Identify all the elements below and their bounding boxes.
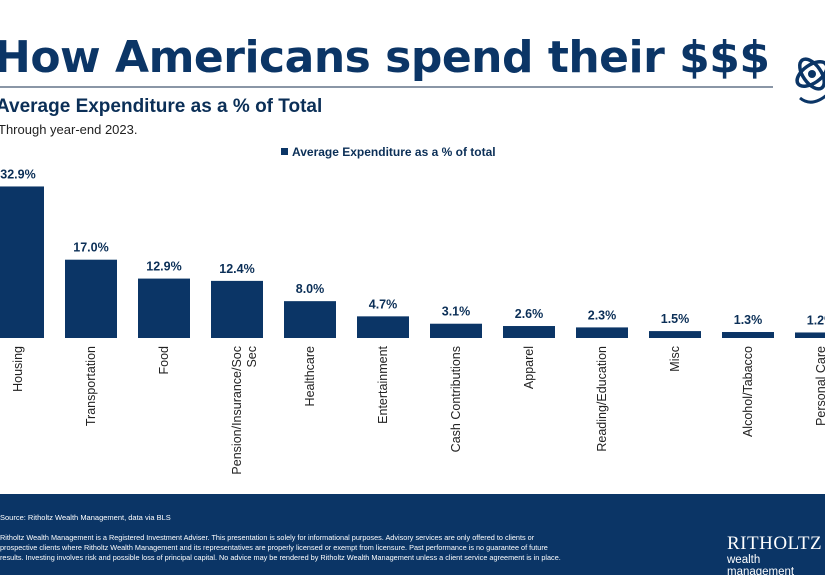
bar <box>0 186 44 338</box>
bar <box>503 326 555 338</box>
data-label: 4.7% <box>369 297 398 311</box>
data-label: 3.1% <box>442 305 471 319</box>
bar <box>65 259 117 338</box>
category-label: Misc <box>668 346 682 372</box>
disclaimer-line: prospective clients where Ritholtz Wealt… <box>0 543 548 552</box>
bar <box>722 332 774 338</box>
category-label: Food <box>157 346 171 375</box>
bar <box>284 301 336 338</box>
data-label: 2.6% <box>515 307 544 321</box>
data-label: 12.4% <box>219 262 254 276</box>
category-label: Entertainment <box>376 345 390 423</box>
footer: Source: Ritholtz Wealth Management, data… <box>0 494 825 578</box>
data-label: 1.5% <box>661 312 690 326</box>
brand-tagline: wealth management <box>727 554 795 578</box>
orbit-logo-icon <box>795 57 825 104</box>
chart-subtitle: Average Expenditure as a % of Total <box>0 96 323 117</box>
disclaimer-line: results. Investing involves risk and pos… <box>0 553 561 562</box>
bar <box>649 331 701 338</box>
category-label: Transportation <box>84 346 98 426</box>
legend-label: Average Expenditure as a % of total <box>292 145 496 159</box>
data-label: 17.0% <box>73 241 108 255</box>
bar <box>576 327 628 338</box>
bar-chart: Average Expenditure as a % of total 32.9… <box>0 145 825 475</box>
bar <box>138 278 190 338</box>
chart-subnote: Through year-end 2023. <box>0 122 138 137</box>
data-label: 8.0% <box>296 282 325 296</box>
category-label: Cash Contributions <box>449 346 463 452</box>
bar <box>357 316 409 338</box>
bar <box>211 280 263 338</box>
disclaimer: Ritholtz Wealth Management is a Register… <box>0 533 600 563</box>
data-label: 2.3% <box>588 308 617 322</box>
category-label: Personal Care <box>814 346 825 426</box>
data-label: 1.2% <box>807 313 825 327</box>
brand-logo: RITHOLTZ wealth management <box>727 534 825 578</box>
bar <box>430 323 482 338</box>
source-note: Source: Ritholtz Wealth Management, data… <box>0 513 171 522</box>
brand-name: RITHOLTZ <box>727 533 823 554</box>
title-divider <box>0 86 773 88</box>
page-title: How Americans spend their $$$ <box>0 32 770 83</box>
category-label: Housing <box>11 346 25 392</box>
category-label: Alcohol/Tabacco <box>741 346 755 437</box>
category-label: Reading/Education <box>595 346 609 452</box>
disclaimer-line: Ritholtz Wealth Management is a Register… <box>0 533 535 542</box>
data-label: 12.9% <box>146 260 181 274</box>
data-label: 32.9% <box>0 167 35 181</box>
category-label: Healthcare <box>303 346 317 406</box>
data-label: 1.3% <box>734 313 763 327</box>
bar <box>795 332 825 338</box>
category-label: Apparel <box>522 346 536 389</box>
legend-swatch <box>281 148 288 155</box>
category-label: Pension/Insurance/SocSec <box>230 346 259 475</box>
